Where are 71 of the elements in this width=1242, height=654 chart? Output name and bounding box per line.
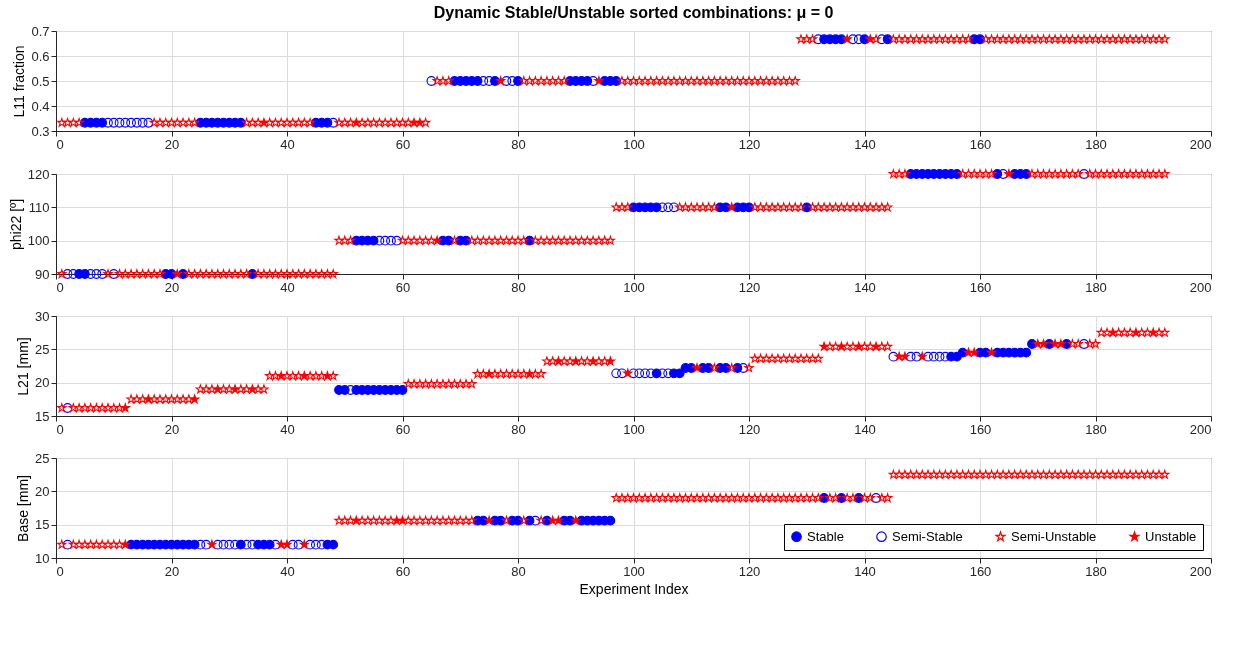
- y-tick-label: 25: [35, 450, 50, 466]
- x-tick-label: 60: [395, 563, 411, 579]
- legend-label: Semi-Unstable: [1011, 528, 1097, 544]
- y-tick-label: 90: [35, 266, 50, 282]
- x-tick-label: 80: [511, 563, 526, 579]
- x-tick-label: 160: [969, 421, 992, 437]
- y-tick-label: 110: [28, 199, 50, 215]
- x-tick-label: 0: [56, 563, 64, 579]
- y-tick-label: 10: [35, 550, 50, 566]
- x-tick-label: 140: [854, 563, 876, 579]
- y-axis-title: L11 fraction: [11, 45, 28, 118]
- x-tick-label: 80: [511, 279, 526, 295]
- y-tick-label: 15: [35, 408, 50, 424]
- x-tick-label: 200: [1189, 421, 1212, 437]
- x-tick-label: 160: [969, 563, 992, 579]
- y-tick-label: 100: [27, 233, 50, 249]
- y-axis-title: phi22 [º]: [7, 198, 24, 251]
- x-tick-label: 100: [623, 563, 645, 579]
- x-tick-label: 120: [738, 279, 761, 295]
- x-tick-label: 140: [854, 421, 876, 437]
- x-tick-label: 40: [280, 563, 295, 579]
- x-tick-label: 40: [280, 279, 295, 295]
- x-tick-label: 60: [395, 136, 411, 152]
- y-tick-label: 0.5: [31, 73, 50, 89]
- y-tick-label: 15: [35, 517, 50, 533]
- x-tick-label: 160: [969, 136, 992, 152]
- x-tick-label: 40: [280, 421, 295, 437]
- x-tick-label: 80: [511, 421, 526, 437]
- x-tick-label: 200: [1189, 279, 1212, 295]
- x-tick-label: 120: [738, 421, 761, 437]
- x-tick-label: 20: [164, 279, 180, 295]
- x-tick-label: 0: [56, 421, 64, 437]
- x-tick-label: 180: [1085, 279, 1107, 295]
- x-tick-label: 120: [738, 563, 761, 579]
- y-tick-label: 20: [35, 375, 50, 391]
- legend-label: Unstable: [1145, 528, 1197, 544]
- x-tick-label: 140: [854, 136, 876, 152]
- y-axis-title: Base [mm]: [15, 475, 32, 542]
- x-tick-label: 100: [623, 136, 645, 152]
- chart-title: Dynamic Stable/Unstable sorted combinations: μ = 0: [433, 4, 834, 21]
- y-tick-label: 20: [35, 483, 50, 499]
- y-tick-label: 0.7: [31, 23, 50, 39]
- y-tick-label: 0.6: [31, 48, 50, 64]
- legend-label: Semi-Stable: [892, 528, 963, 544]
- y-tick-label: 120: [27, 166, 50, 182]
- y-tick-label: 25: [35, 341, 50, 357]
- x-axis-title: Experiment Index: [579, 580, 689, 597]
- x-tick-label: 60: [395, 279, 411, 295]
- y-tick-label: 0.4: [31, 98, 50, 114]
- x-tick-label: 40: [280, 136, 295, 152]
- x-tick-label: 20: [164, 563, 180, 579]
- y-tick-label: 30: [35, 308, 50, 324]
- x-tick-label: 100: [623, 421, 645, 437]
- x-tick-label: 160: [969, 279, 992, 295]
- x-tick-label: 200: [1189, 563, 1212, 579]
- x-tick-label: 140: [854, 279, 876, 295]
- y-axis-title: L21 [mm]: [15, 337, 32, 396]
- x-tick-label: 0: [56, 279, 64, 295]
- x-tick-label: 60: [395, 421, 411, 437]
- x-tick-label: 120: [738, 136, 761, 152]
- x-tick-label: 100: [623, 279, 645, 295]
- x-tick-label: 20: [164, 136, 180, 152]
- x-tick-label: 200: [1189, 136, 1212, 152]
- x-tick-label: 0: [56, 136, 64, 152]
- y-tick-label: 0.3: [31, 123, 50, 139]
- x-tick-label: 20: [164, 421, 180, 437]
- legend-label: Stable: [807, 528, 844, 544]
- x-tick-label: 180: [1085, 421, 1107, 437]
- x-tick-label: 180: [1085, 563, 1107, 579]
- x-tick-label: 80: [511, 136, 526, 152]
- x-tick-label: 180: [1085, 136, 1107, 152]
